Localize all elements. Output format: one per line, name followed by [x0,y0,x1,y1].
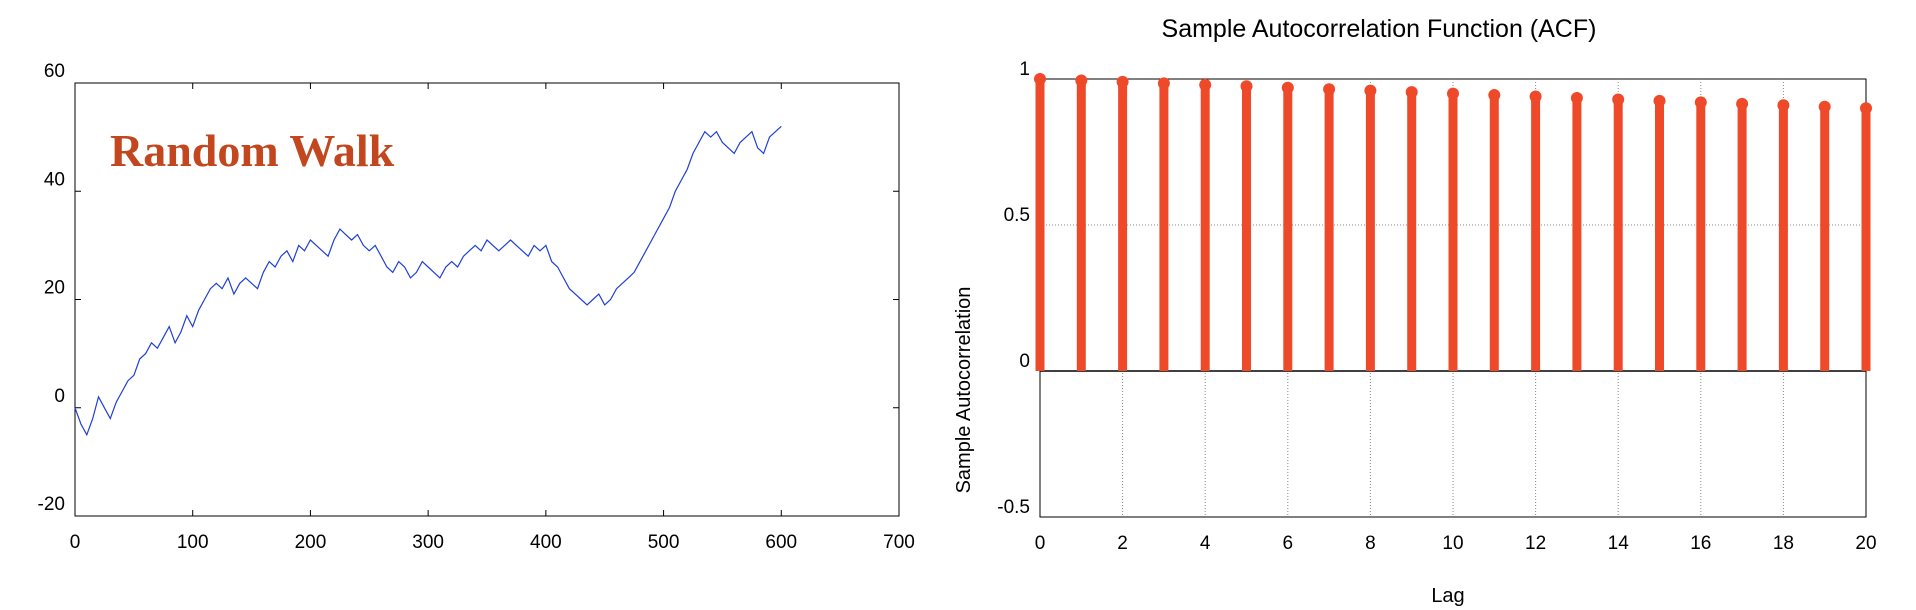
acf-x-axis: 0 2 4 6 8 10 12 14 16 18 20 [1035,533,1877,554]
acf-stem-marker [1736,97,1749,110]
acf-y-label: Sample Autocorrelation [953,287,975,494]
acf-stem-marker [1447,87,1459,100]
acf-x-label: Lag [1431,585,1464,607]
acf-stem-marker [1488,89,1501,102]
walk-plot-frame [74,82,900,517]
walk-x-tick-label: 500 [648,532,680,553]
acf-x-tick-label: 14 [1608,533,1630,554]
acf-stem-marker [1240,80,1253,93]
walk-y-tick-label: -20 [38,494,65,515]
acf-y-axis: 1 0.5 0 -0.5 [997,59,1030,518]
walk-x-tick-label: 600 [765,532,797,553]
acf-stem-marker [1405,86,1418,99]
walk-x-tick-label: 300 [412,532,444,553]
acf-x-tick-label: 18 [1773,533,1794,554]
acf-x-tick-label: 12 [1525,533,1546,554]
walk-series-line [74,125,782,437]
acf-stem-marker [1570,91,1583,104]
acf-stem-marker [1818,100,1831,113]
acf-x-tick-label: 6 [1283,533,1294,554]
acf-stem-marker [1364,84,1377,97]
acf-stem-marker [1199,78,1212,91]
walk-x-tick-label: 0 [70,532,81,553]
walk-x-tick-label: 400 [530,532,562,553]
acf-stem-marker [1034,73,1046,85]
acf-stems [1034,73,1872,372]
acf-x-tick-label: 10 [1442,533,1463,554]
walk-y-tick-label: 20 [44,278,65,299]
acf-chart: Sample Autocorrelation Function (ACF) 10… [953,15,1877,607]
walk-y-axis: 60 40 20 0 -20 [38,61,899,517]
acf-stem-marker [1157,77,1170,90]
acf-stem-marker [1323,83,1336,96]
acf-stem-marker [1777,99,1790,112]
acf-stem-marker [1529,90,1542,103]
acf-y-tick-label: 1 [1019,59,1030,80]
acf-y-tick-label: 0 [1019,351,1030,372]
walk-annotation: Random Walk [110,125,395,176]
walk-y-tick-label: 40 [44,169,65,190]
walk-x-tick-label: 100 [177,532,209,553]
acf-title: Sample Autocorrelation Function (ACF) [1162,15,1597,43]
acf-x-tick-label: 0 [1035,533,1046,554]
acf-x-tick-label: 16 [1690,533,1711,554]
acf-y-tick-label: -0.5 [997,497,1030,518]
acf-stem-marker [1653,94,1666,107]
acf-stem-marker [1075,74,1088,87]
acf-stem-marker [1860,102,1872,115]
walk-x-axis: 0 100 200 300 400 500 600 700 [70,83,915,553]
acf-x-tick-label: 2 [1117,533,1128,554]
acf-y-tick-label: 0.5 [1004,205,1030,226]
acf-stem-marker [1694,96,1707,109]
walk-x-tick-label: 200 [295,532,327,553]
walk-y-tick-label: 60 [44,61,65,82]
walk-x-tick-label: 700 [883,532,915,553]
acf-x-tick-label: 8 [1365,533,1376,554]
acf-stem-marker [1281,81,1294,94]
acf-stem-marker [1116,75,1129,88]
walk-y-tick-label: 0 [54,386,65,407]
acf-x-tick-label: 20 [1855,533,1876,554]
acf-stem-marker [1612,93,1625,106]
acf-x-tick-label: 4 [1200,533,1211,554]
